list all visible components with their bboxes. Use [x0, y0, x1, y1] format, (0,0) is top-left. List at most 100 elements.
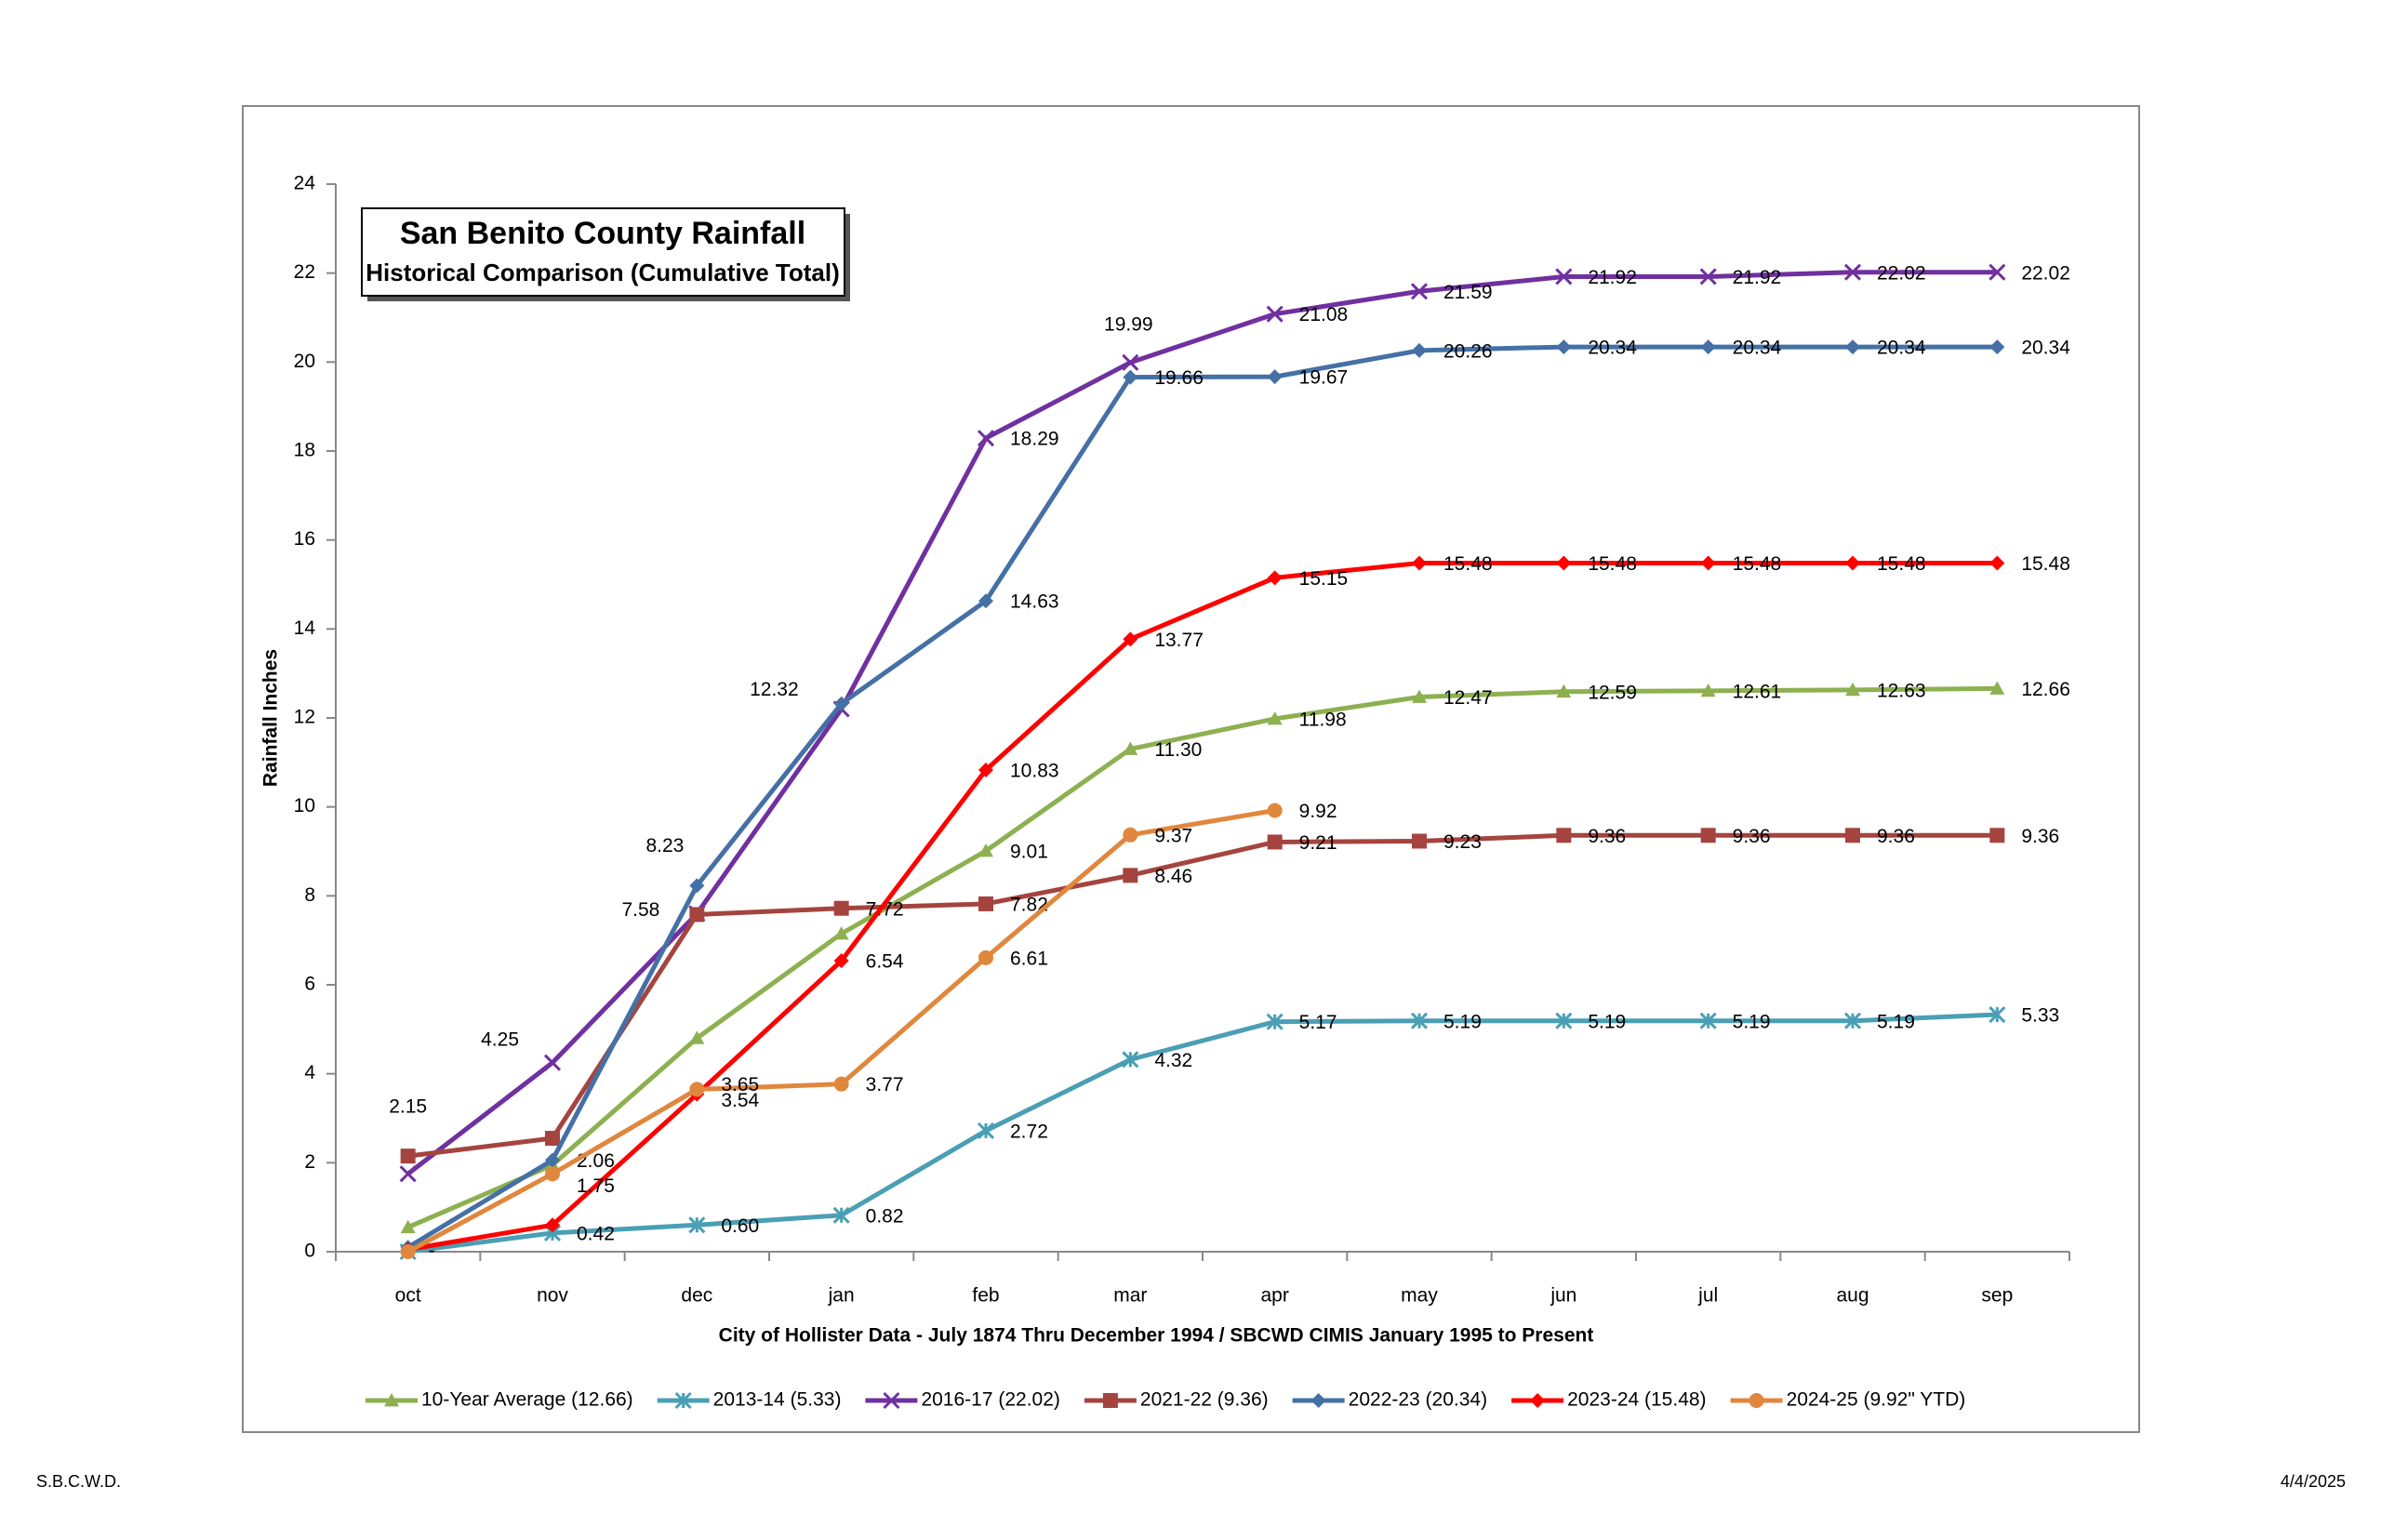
data-label: 18.29 — [1010, 429, 1059, 450]
marker — [833, 953, 849, 969]
marker — [1412, 689, 1427, 703]
marker — [1123, 369, 1138, 385]
marker — [399, 1165, 417, 1183]
data-label: 5.17 — [1299, 1012, 1337, 1033]
series: 4.25 18.29 19.99 21.08 21.59 21.92 21.92 22.02 2… — [399, 262, 2070, 1183]
marker — [978, 949, 993, 965]
data-label: 9.21 — [1299, 832, 1337, 854]
marker — [1556, 555, 1572, 571]
data-label: 21.92 — [1588, 267, 1637, 288]
data-label: 6.61 — [1010, 948, 1048, 969]
marker — [1699, 1012, 1717, 1029]
y-tick-label: 10 — [294, 795, 315, 816]
marker — [1412, 555, 1427, 571]
marker — [1310, 1393, 1326, 1408]
marker — [833, 1076, 849, 1092]
x-tick-label: dec — [681, 1285, 712, 1307]
marker — [1700, 828, 1716, 843]
marker — [1530, 1393, 1546, 1408]
marker — [1845, 828, 1860, 843]
marker — [1102, 1393, 1118, 1408]
series: 3.54 6.54 10.83 13.77 15.15 15.48 15.48 15.48 15… — [400, 553, 2070, 1257]
y-tick-label: 24 — [294, 173, 316, 194]
marker — [1699, 268, 1717, 285]
data-label: 10.83 — [1010, 761, 1059, 782]
marker — [689, 1082, 705, 1097]
x-axis-label: City of Hollister Data - July 1874 Thru … — [719, 1325, 1594, 1347]
data-label: 20.34 — [1588, 338, 1637, 359]
marker — [978, 593, 993, 609]
data-label: 2.15 — [389, 1096, 427, 1118]
data-label: 12.61 — [1733, 681, 1782, 702]
series: 2.06 8.23 12.32 14.63 19.66 19.67 20.26 20.34 20… — [400, 338, 2070, 1255]
chart-subtitle: Historical Comparison (Cumulative Total) — [366, 259, 839, 286]
data-label: 15.48 — [1588, 553, 1637, 575]
data-label: 9.36 — [1733, 826, 1771, 847]
data-label: 14.63 — [1010, 591, 1059, 613]
marker — [1267, 710, 1283, 725]
data-label: 4.32 — [1154, 1050, 1192, 1071]
marker — [1122, 353, 1139, 371]
data-label: 13.77 — [1154, 630, 1204, 651]
marker — [833, 696, 849, 711]
data-label: 5.19 — [1443, 1011, 1482, 1032]
data-label: 12.59 — [1588, 682, 1637, 703]
data-label: 21.59 — [1443, 282, 1493, 303]
marker — [1843, 1012, 1862, 1029]
marker — [1267, 369, 1283, 385]
series-line — [407, 1012, 1998, 1255]
data-label: 22.02 — [2021, 262, 2070, 284]
legend-label: 2024-25 (9.92" YTD) — [1787, 1389, 1966, 1411]
x-tick-label: jul — [1697, 1285, 1718, 1307]
legend-label: 2016-17 (22.02) — [921, 1389, 1059, 1411]
legend-item: 2016-17 (22.02) — [865, 1389, 1060, 1411]
data-label: 20.34 — [1877, 338, 1926, 359]
marker — [1700, 683, 1716, 697]
data-label: 8.46 — [1154, 866, 1192, 887]
series-line — [407, 561, 1998, 1253]
marker — [400, 1219, 416, 1234]
marker — [1412, 833, 1427, 849]
data-label: 0.42 — [577, 1223, 615, 1244]
data-label: 6.54 — [866, 951, 904, 973]
marker — [400, 1244, 416, 1259]
footer-left: S.B.C.W.D. — [36, 1472, 121, 1491]
marker — [977, 1122, 995, 1139]
data-label: 9.36 — [1877, 826, 1915, 847]
marker — [1410, 283, 1429, 300]
series: 1.75 3.65 3.77 6.61 9.37 9.92 — [400, 801, 1337, 1259]
marker — [688, 1216, 706, 1234]
data-label: 9.37 — [1154, 825, 1192, 846]
y-tick-label: 16 — [294, 528, 315, 550]
data-label: 15.15 — [1299, 568, 1349, 590]
data-label: 22.02 — [1877, 262, 1926, 284]
data-label: 9.23 — [1443, 831, 1482, 853]
data-label: 12.66 — [2021, 679, 2070, 700]
data-label: 0.82 — [866, 1205, 904, 1227]
data-label: 2.06 — [577, 1150, 615, 1172]
marker — [1123, 827, 1138, 843]
data-label: 5.19 — [1877, 1011, 1915, 1032]
data-label: 19.99 — [1104, 313, 1153, 335]
marker — [1556, 828, 1572, 843]
data-label: 5.19 — [1588, 1011, 1626, 1032]
marker — [545, 1131, 560, 1147]
marker — [1989, 1005, 2006, 1024]
x-tick-label: mar — [1113, 1285, 1147, 1307]
legend-item: 10-Year Average (12.66) — [366, 1389, 633, 1411]
y-tick-label: 22 — [294, 261, 315, 283]
marker — [833, 925, 849, 940]
data-label: 9.01 — [1010, 842, 1048, 863]
data-label: 15.48 — [2021, 553, 2070, 575]
marker — [833, 900, 849, 916]
marker — [883, 1391, 900, 1410]
y-tick-label: 2 — [304, 1151, 315, 1173]
data-label: 4.25 — [481, 1029, 519, 1050]
marker — [1412, 342, 1427, 358]
marker — [545, 1152, 560, 1168]
data-label: 3.77 — [866, 1074, 904, 1095]
marker — [1267, 570, 1283, 586]
data-label: 0.60 — [721, 1215, 759, 1237]
marker — [1410, 1012, 1429, 1029]
